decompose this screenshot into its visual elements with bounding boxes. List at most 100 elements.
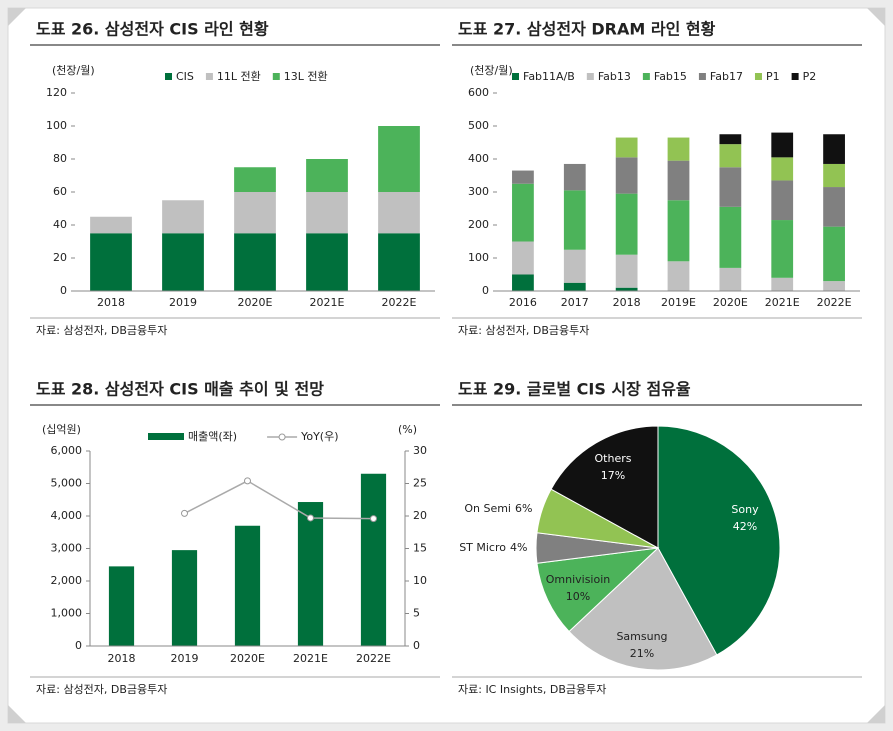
bar <box>563 249 586 283</box>
legend-label: Fab17 <box>710 70 743 83</box>
slice-label: Sony <box>731 503 759 516</box>
y-tick-label: 1,000 <box>51 607 83 620</box>
bar <box>823 226 845 282</box>
bar <box>667 261 690 291</box>
legend-label: CIS <box>176 70 194 83</box>
legend-swatch <box>642 73 650 80</box>
bar <box>667 137 690 161</box>
legend-label: P2 <box>803 70 817 83</box>
bar <box>90 233 132 291</box>
bar <box>297 502 324 646</box>
y-tick-label: 5,000 <box>51 477 83 490</box>
y-tick-label: 200 <box>468 218 489 231</box>
slice-label: Others <box>595 452 632 465</box>
y2-tick-label: 30 <box>413 444 427 457</box>
legend-swatch <box>791 73 799 80</box>
bar <box>771 157 794 181</box>
pie-slice <box>536 547 660 633</box>
source: 자료: 삼성전자, DB금융투자 <box>458 324 589 337</box>
bar <box>171 550 198 646</box>
x-tick-label: 2022E <box>382 296 417 309</box>
pie-slice <box>550 425 659 549</box>
y-tick-label: 500 <box>468 119 489 132</box>
bar <box>378 126 420 192</box>
slice-value: 21% <box>630 647 654 660</box>
bar <box>234 167 276 192</box>
y2-unit: (%) <box>398 423 417 436</box>
legend-label: Fab13 <box>598 70 631 83</box>
slice-value: 17% <box>601 469 625 482</box>
y-tick-label: 60 <box>53 185 67 198</box>
bar <box>306 159 348 192</box>
bar <box>90 216 132 234</box>
legend-swatch <box>754 73 762 80</box>
y-tick-label: 40 <box>53 218 67 231</box>
bar <box>378 233 420 291</box>
y2-tick-label: 5 <box>413 607 420 620</box>
y2-tick-label: 0 <box>413 639 420 652</box>
legend-label: 13L 전환 <box>284 70 328 83</box>
corner <box>867 8 885 26</box>
marker <box>307 514 314 522</box>
y-unit: (십억원) <box>42 423 81 436</box>
legend-label: P1 <box>766 70 780 83</box>
marker <box>370 515 377 523</box>
bar <box>563 163 586 191</box>
bar <box>512 170 534 184</box>
bar <box>306 233 348 291</box>
legend-swatch <box>205 73 213 80</box>
bar <box>719 206 742 268</box>
y2-tick-label: 20 <box>413 509 427 522</box>
y-tick-label: 0 <box>75 639 82 652</box>
slice-value: 10% <box>566 590 590 603</box>
bar <box>563 282 586 291</box>
bar <box>719 144 742 168</box>
legend-swatch <box>148 433 184 440</box>
slice-label: Samsung <box>616 630 667 643</box>
y-tick-label: 100 <box>46 119 67 132</box>
x-tick-label: 2020E <box>713 296 748 309</box>
y-tick-label: 0 <box>60 284 67 297</box>
bar <box>771 220 794 278</box>
x-tick-label: 2018 <box>97 296 125 309</box>
source: 자료: 삼성전자, DB금융투자 <box>36 683 167 696</box>
legend-marker <box>278 433 286 441</box>
slice-value: 4% <box>510 541 527 554</box>
legend-label: Fab11A/B <box>523 70 575 83</box>
bar <box>563 190 586 250</box>
y-tick-label: 120 <box>46 86 67 99</box>
bar <box>823 134 845 164</box>
legend-label: 11L 전환 <box>217 70 261 83</box>
bar <box>234 525 261 646</box>
chart-title: 도표 26. 삼성전자 CIS 라인 현황 <box>36 20 269 39</box>
marker <box>181 509 188 517</box>
corner <box>8 705 26 723</box>
y-unit: (천장/월) <box>470 63 513 77</box>
bar <box>162 233 204 291</box>
chart-title: 도표 29. 글로벌 CIS 시장 점유율 <box>458 380 691 399</box>
bar <box>162 200 204 234</box>
bar <box>234 192 276 234</box>
bar <box>378 192 420 234</box>
x-tick-label: 2018 <box>108 652 136 665</box>
x-tick-label: 2018 <box>613 296 641 309</box>
chart-title: 도표 27. 삼성전자 DRAM 라인 현황 <box>458 20 716 39</box>
pie-slice <box>568 547 718 671</box>
bar <box>615 254 638 288</box>
y-tick-label: 600 <box>468 86 489 99</box>
source: 자료: 삼성전자, DB금융투자 <box>36 324 167 337</box>
bar <box>615 137 638 158</box>
bar <box>823 163 845 188</box>
x-tick-label: 2016 <box>509 296 537 309</box>
bar <box>306 192 348 234</box>
x-tick-label: 2020E <box>238 296 273 309</box>
y-tick-label: 400 <box>468 152 489 165</box>
legend-swatch <box>165 73 172 80</box>
slice-value: 42% <box>733 520 757 533</box>
slice-label: On Semi <box>464 502 511 515</box>
legend-label: Fab15 <box>654 70 687 83</box>
y-tick-label: 2,000 <box>51 574 83 587</box>
x-tick-label: 2021E <box>293 652 328 665</box>
x-tick-label: 2020E <box>230 652 265 665</box>
y-tick-label: 3,000 <box>51 542 83 555</box>
